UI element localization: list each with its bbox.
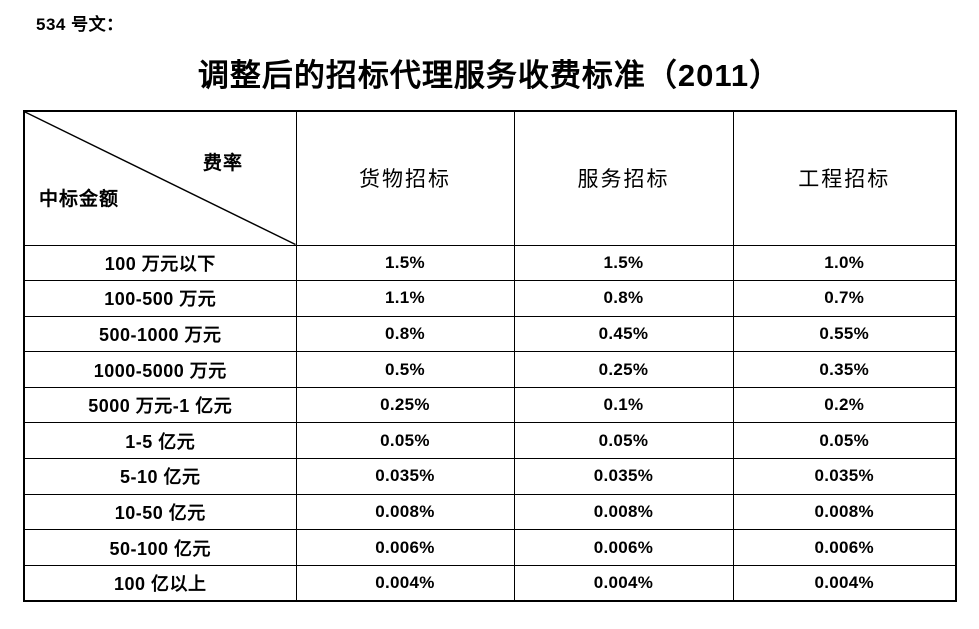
row-label: 500-1000 万元 [23,315,297,353]
fee-cell: 0.035% [513,458,734,495]
fee-rate-table: 费率 中标金额 货物招标 服务招标 工程招标 100 万元以下 1.5% 1.5… [23,110,957,602]
table-row: 100-500 万元 1.1% 0.8% 0.7% [23,280,957,317]
table-row: 100 亿以上 0.004% 0.004% 0.004% [23,564,957,602]
row-label: 1-5 亿元 [23,422,297,460]
fee-cell: 0.25% [513,351,734,388]
fee-cell: 1.5% [295,244,515,282]
fee-cell: 0.05% [513,422,734,460]
fee-cell: 0.8% [295,315,515,353]
fee-cell: 0.035% [295,458,515,495]
corner-cell: 费率 中标金额 [23,110,297,246]
row-label: 1000-5000 万元 [23,351,297,388]
fee-cell: 0.004% [295,564,515,602]
fee-cell: 0.25% [295,386,515,424]
fee-cell: 0.45% [513,315,734,353]
fee-cell: 0.004% [513,564,734,602]
fee-cell: 1.0% [732,244,957,282]
doc-number-label: 534 号文： [36,15,124,34]
row-label: 100 亿以上 [23,564,297,602]
fee-cell: 0.006% [295,529,515,566]
table-header-row: 费率 中标金额 货物招标 服务招标 工程招标 [23,110,957,246]
table-row: 1-5 亿元 0.05% 0.05% 0.05% [23,422,957,460]
row-label: 5-10 亿元 [23,458,297,495]
column-header-service-bidding: 服务招标 [513,110,734,246]
row-label: 50-100 亿元 [23,529,297,566]
fee-cell: 0.008% [295,493,515,531]
table-row: 500-1000 万元 0.8% 0.45% 0.55% [23,315,957,353]
fee-cell: 0.035% [732,458,957,495]
fee-cell: 0.006% [732,529,957,566]
fee-cell: 0.5% [295,351,515,388]
column-header-engineering-bidding: 工程招标 [732,110,957,246]
row-label: 5000 万元-1 亿元 [23,386,297,424]
fee-cell: 0.05% [732,422,957,460]
row-label: 100 万元以下 [23,244,297,282]
page-title: 调整后的招标代理服务收费标准（2011） [197,58,782,93]
row-label: 10-50 亿元 [23,493,297,531]
corner-label-bid-amount: 中标金额 [39,189,120,210]
row-label: 100-500 万元 [23,280,297,317]
fee-cell: 0.008% [732,493,957,531]
table-row: 1000-5000 万元 0.5% 0.25% 0.35% [23,351,957,388]
fee-cell: 0.55% [732,315,957,353]
fee-cell: 0.2% [732,386,957,424]
corner-label-rate: 费率 [203,153,244,174]
fee-cell: 0.35% [732,351,957,388]
fee-cell: 0.006% [513,529,734,566]
fee-cell: 0.05% [295,422,515,460]
fee-cell: 0.004% [732,564,957,602]
fee-cell: 1.5% [513,244,734,282]
fee-cell: 1.1% [295,280,515,317]
diagonal-divider-line [25,112,296,245]
table-row: 10-50 亿元 0.008% 0.008% 0.008% [23,493,957,531]
fee-cell: 0.008% [513,493,734,531]
table-row: 50-100 亿元 0.006% 0.006% 0.006% [23,529,957,566]
table-row: 100 万元以下 1.5% 1.5% 1.0% [23,244,957,282]
column-header-goods-bidding: 货物招标 [295,110,515,246]
fee-cell: 0.8% [513,280,734,317]
table-row: 5-10 亿元 0.035% 0.035% 0.035% [23,458,957,495]
fee-cell: 0.1% [513,386,734,424]
table-row: 5000 万元-1 亿元 0.25% 0.1% 0.2% [23,386,957,424]
fee-cell: 0.7% [732,280,957,317]
